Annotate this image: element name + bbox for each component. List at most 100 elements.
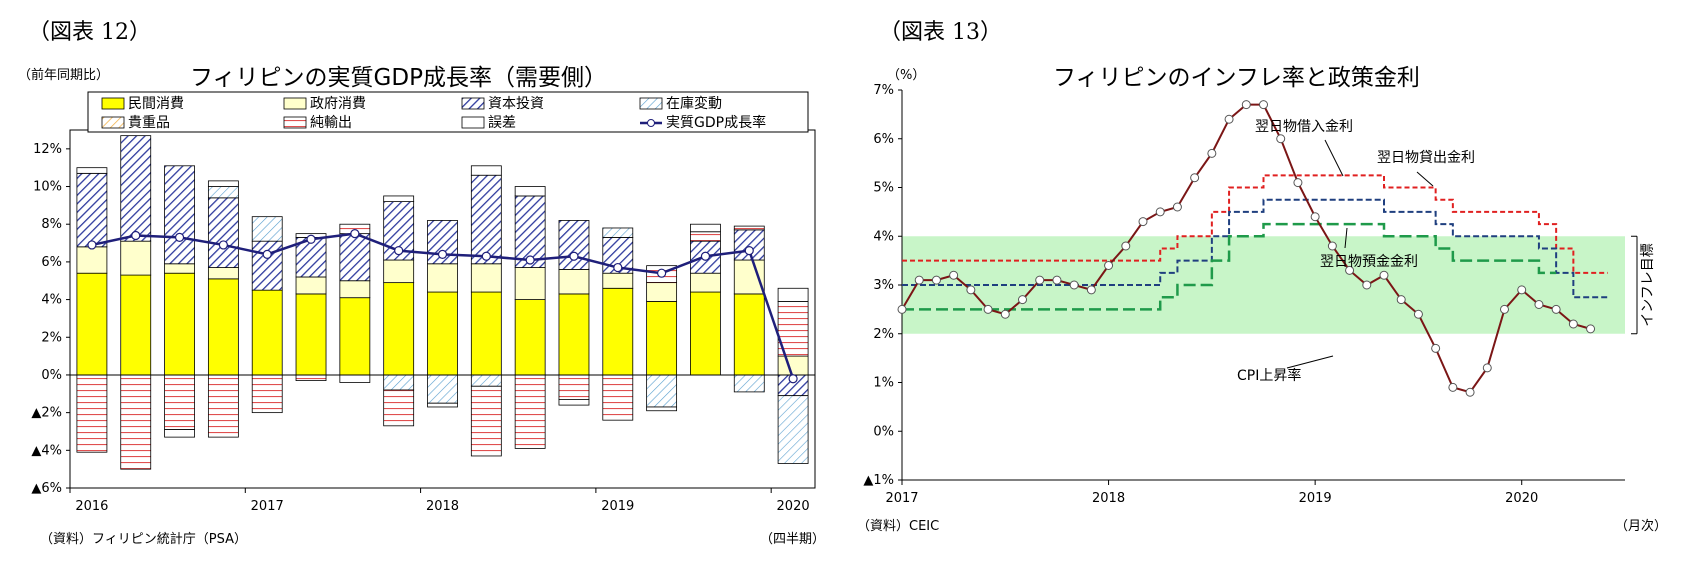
cpi-point [914, 275, 924, 285]
gdp-point [262, 249, 272, 259]
overnight-deposit-rate-line [902, 222, 1557, 311]
cpi-point [1517, 285, 1527, 295]
cpi-point [1000, 309, 1010, 319]
statistical-discrepancy-bar [646, 406, 678, 412]
legend-label: 誤差 [488, 115, 516, 131]
y-axis-unit: （前年同期比） [18, 68, 110, 83]
x-tick-label: 2016 [75, 499, 108, 514]
capital-investment-bar [514, 195, 546, 268]
net-exports-bar [514, 374, 546, 449]
legend-label: 政府消費 [310, 96, 366, 112]
capital-investment-bar [120, 135, 152, 242]
gdp-stacked-bar-chart: 12% 10% 8% 6% 4% 2% 0% ▲2% ▲4% ▲6% 民間消費 政府消費 資本投資 在庫変… [31, 91, 816, 514]
x-tick-label: 2019 [601, 499, 634, 514]
legend-label: 在庫変動 [666, 95, 722, 112]
cpi-point [1052, 275, 1062, 285]
government-consumption-bar [295, 276, 327, 295]
figure-13-panel: （図表 13） フィリピンのインフレ率と政策金利 （%） （資料）CEIC （月… [845, 0, 1691, 588]
y-tick-label: 0% [873, 424, 894, 439]
cpi-point [949, 270, 959, 280]
cpi-point [931, 275, 941, 285]
y-tick-label: ▲6% [31, 481, 62, 496]
lending-rate-pointer [1416, 171, 1434, 187]
figure-12-panel: （図表 12） フィリピンの実質GDP成長率（需要側） （前年同期比） （資料）… [0, 0, 845, 588]
net-exports-bar [602, 374, 634, 421]
legend-label: 民間消費 [128, 96, 184, 112]
cpi-point [1241, 100, 1251, 110]
y-tick-label: ▲2% [31, 406, 62, 421]
private-consumption-bar [339, 297, 371, 376]
government-consumption-bar [470, 263, 502, 293]
inventory-change-bar [777, 395, 809, 464]
government-consumption-bar [76, 246, 108, 274]
borrowing-rate-label: 翌日物借入金利 [1255, 119, 1353, 135]
cpi-point [1035, 275, 1045, 285]
gdp-point [613, 262, 623, 273]
legend-label: 資本投資 [488, 96, 544, 112]
inventory-change-bar [251, 216, 283, 242]
private-consumption-bar [558, 293, 590, 376]
cpi-point [1568, 319, 1578, 329]
cpi-point [1155, 207, 1165, 217]
cpi-pointer [1286, 355, 1334, 369]
capital-investment-bar [733, 229, 765, 261]
private-consumption-bar [690, 291, 721, 376]
gdp-point [657, 268, 667, 278]
y-tick-label: 4% [873, 229, 894, 244]
government-consumption-bar [690, 272, 721, 293]
cpi-point [1310, 212, 1320, 222]
private-consumption-bar [733, 293, 765, 376]
statistical-discrepancy-bar [383, 195, 415, 203]
inventory-change-swatch [639, 97, 663, 110]
gdp-point [437, 249, 448, 259]
y-tick-label: 8% [41, 217, 62, 232]
cpi-point [1276, 134, 1286, 144]
gdp-point [87, 240, 97, 250]
gdp-point [481, 251, 491, 261]
capital-investment-bar [251, 240, 283, 291]
capital-investment-bar [558, 220, 590, 270]
gdp-point [744, 245, 754, 256]
private-consumption-bar [602, 287, 634, 376]
gdp-point [525, 255, 535, 265]
x-tick-label: 2020 [777, 499, 810, 514]
net-exports-bar [470, 385, 502, 457]
cpi-point [1396, 295, 1406, 305]
net-exports-bar [120, 374, 152, 470]
net-exports-bar [76, 374, 108, 453]
inflation-target-label: インフレ目標 [1640, 243, 1656, 327]
y-tick-label: 3% [873, 278, 894, 293]
cpi-point [1190, 173, 1200, 183]
inventory-change-bar [646, 374, 678, 408]
cpi-point [1104, 261, 1114, 270]
source-note: （資料）フィリピン統計庁（PSA） [40, 532, 247, 547]
gdp-point [174, 232, 185, 242]
government-consumption-bar [339, 280, 371, 299]
private-consumption-bar [251, 289, 283, 376]
valuables-swatch [101, 116, 125, 129]
cpi-point [1138, 217, 1148, 227]
cpi-point [1448, 382, 1458, 392]
inventory-change-bar [427, 374, 458, 404]
cpi-point [1327, 241, 1337, 251]
cpi-point [1362, 280, 1372, 290]
gdp-point [218, 240, 228, 250]
net-exports-bar [251, 374, 283, 414]
source-note: （資料）CEIC [857, 519, 940, 534]
y-tick-label: 5% [873, 181, 894, 196]
inventory-change-bar [470, 374, 502, 387]
net-exports-bar [207, 374, 239, 438]
cpi-point [1086, 285, 1096, 295]
cpi-point [1534, 300, 1544, 309]
cpi-point [1207, 148, 1217, 158]
capital-investment-bar [339, 233, 371, 282]
net-exports-swatch [283, 116, 307, 129]
inventory-change-bar [207, 186, 239, 199]
inventory-change-bar [602, 227, 634, 238]
cpi-point [1018, 295, 1027, 305]
statistical-discrepancy-bar [470, 165, 502, 176]
capital-investment-bar [207, 197, 239, 268]
government-consumption-bar [120, 240, 152, 276]
private-consumption-swatch [101, 97, 125, 110]
statistical-discrepancy-swatch [461, 116, 485, 129]
